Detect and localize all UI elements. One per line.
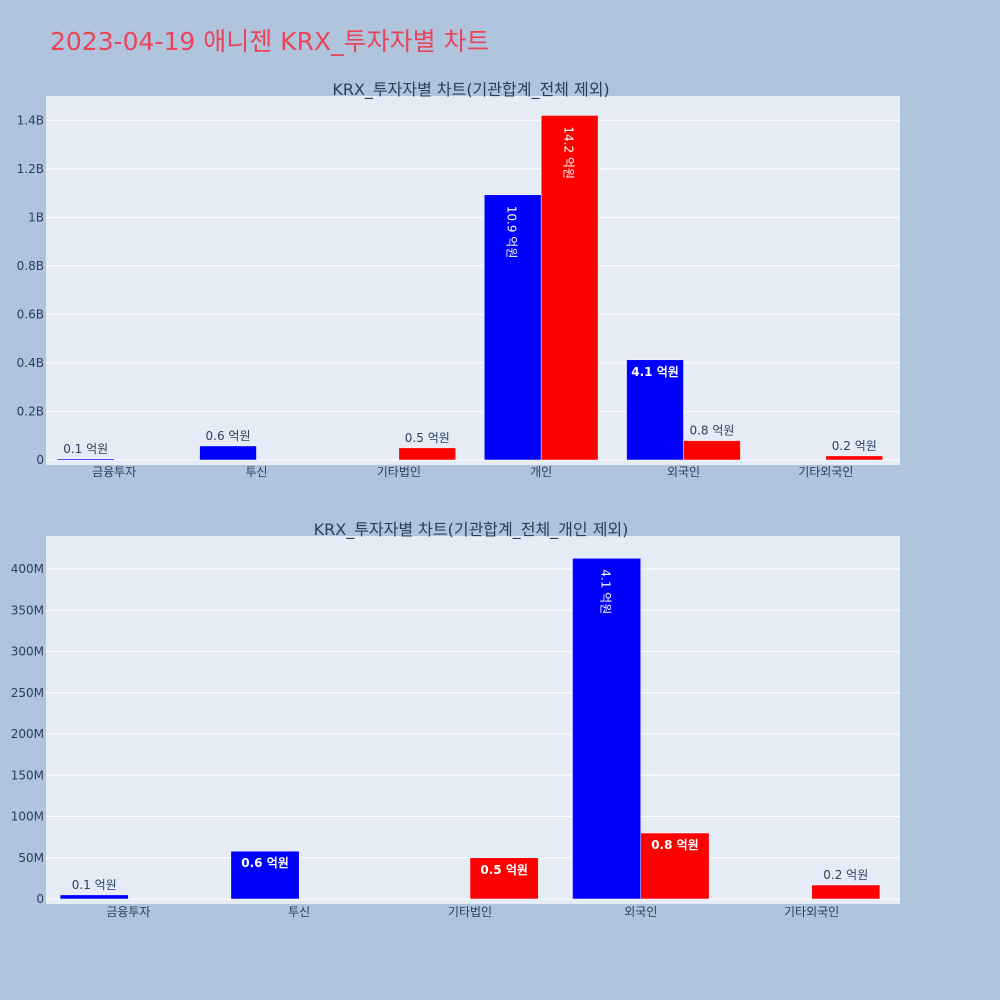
buy-bar (483, 194, 542, 461)
y-tick-label: 1.4B (17, 113, 44, 127)
data-label: 0.2 억원 (832, 439, 877, 453)
sell-bar (640, 832, 710, 900)
sell-bar (469, 857, 539, 900)
buy-bar (230, 850, 300, 900)
data-label: 4.1 억원 (631, 365, 679, 379)
y-tick-label: 150M (11, 768, 44, 782)
chart-1: 0 0.2B 0.4B 0.6B 0.8B 1B 1.2B 1.4B KRX_투자자별 차트(기… (17, 80, 900, 479)
data-label: 0.5 억원 (480, 863, 528, 877)
y-tick-label: 250M (11, 686, 44, 700)
data-label: 0.6 억원 (206, 429, 251, 443)
y-tick-label: 0.8B (17, 259, 44, 273)
data-label: 0.1 억원 (63, 442, 108, 456)
x-tick-label: 금융투자 (106, 905, 150, 919)
page-title: 2023-04-19 애니젠 KRX_투자자별 차트 (50, 27, 490, 56)
y-tick-label: 0 (36, 453, 44, 467)
data-label: 0.8 억원 (689, 424, 734, 438)
y-tick-label: 0.6B (17, 307, 44, 321)
x-tick-label: 기타외국인 (784, 905, 839, 919)
sell-bar (398, 447, 457, 461)
buy-bar (572, 558, 642, 900)
data-label: 0.8 억원 (651, 838, 699, 852)
y-tick-label: 400M (11, 562, 44, 576)
y-tick-label: 0 (36, 892, 44, 906)
data-label: 4.1 억원 (599, 569, 613, 614)
y-tick-label: 0.2B (17, 404, 44, 418)
plot-area (46, 536, 900, 904)
sell-bar (540, 115, 599, 461)
x-tick-label: 외국인 (667, 465, 700, 479)
x-tick-label: 투신 (245, 465, 267, 479)
x-tick-label: 투신 (288, 905, 310, 919)
chart-2: 0 50M 100M 150M 200M 250M 300M 350M 400M KRX_투자자별… (11, 520, 900, 919)
y-tick-label: 300M (11, 645, 44, 659)
sell-bar (811, 884, 881, 900)
x-tick-label: 기타법인 (377, 465, 421, 479)
data-label: 0.5 억원 (405, 431, 450, 445)
buy-bar (56, 458, 115, 461)
data-label: 0.2 억원 (823, 868, 868, 882)
x-tick-label: 기타외국인 (798, 465, 853, 479)
chart-title: KRX_투자자별 차트(기관합계_전체_개인 제외) (314, 520, 629, 540)
data-label: 0.6 억원 (241, 856, 289, 870)
data-label: 10.9 억원 (505, 206, 519, 259)
data-label: 14.2 억원 (562, 126, 576, 179)
buy-bar (59, 894, 129, 900)
y-tick-label: 0.4B (17, 356, 44, 370)
y-tick-label: 50M (18, 851, 44, 865)
sell-bar (683, 440, 741, 461)
chart-title: KRX_투자자별 차트(기관합계_전체 제외) (332, 80, 609, 100)
data-label: 0.1 억원 (72, 878, 117, 892)
y-tick-label: 350M (11, 603, 44, 617)
sell-bar (825, 455, 884, 461)
y-tick-label: 1.2B (17, 162, 44, 176)
y-tick-label: 100M (11, 810, 44, 824)
buy-bar (626, 359, 684, 461)
x-tick-label: 금융투자 (92, 465, 136, 479)
y-tick-label: 1B (28, 210, 44, 224)
x-tick-label: 기타법인 (448, 905, 492, 919)
buy-bar (199, 445, 257, 461)
plot-area (46, 96, 900, 465)
x-tick-label: 개인 (530, 465, 552, 479)
y-tick-label: 200M (11, 727, 44, 741)
x-tick-label: 외국인 (624, 905, 657, 919)
